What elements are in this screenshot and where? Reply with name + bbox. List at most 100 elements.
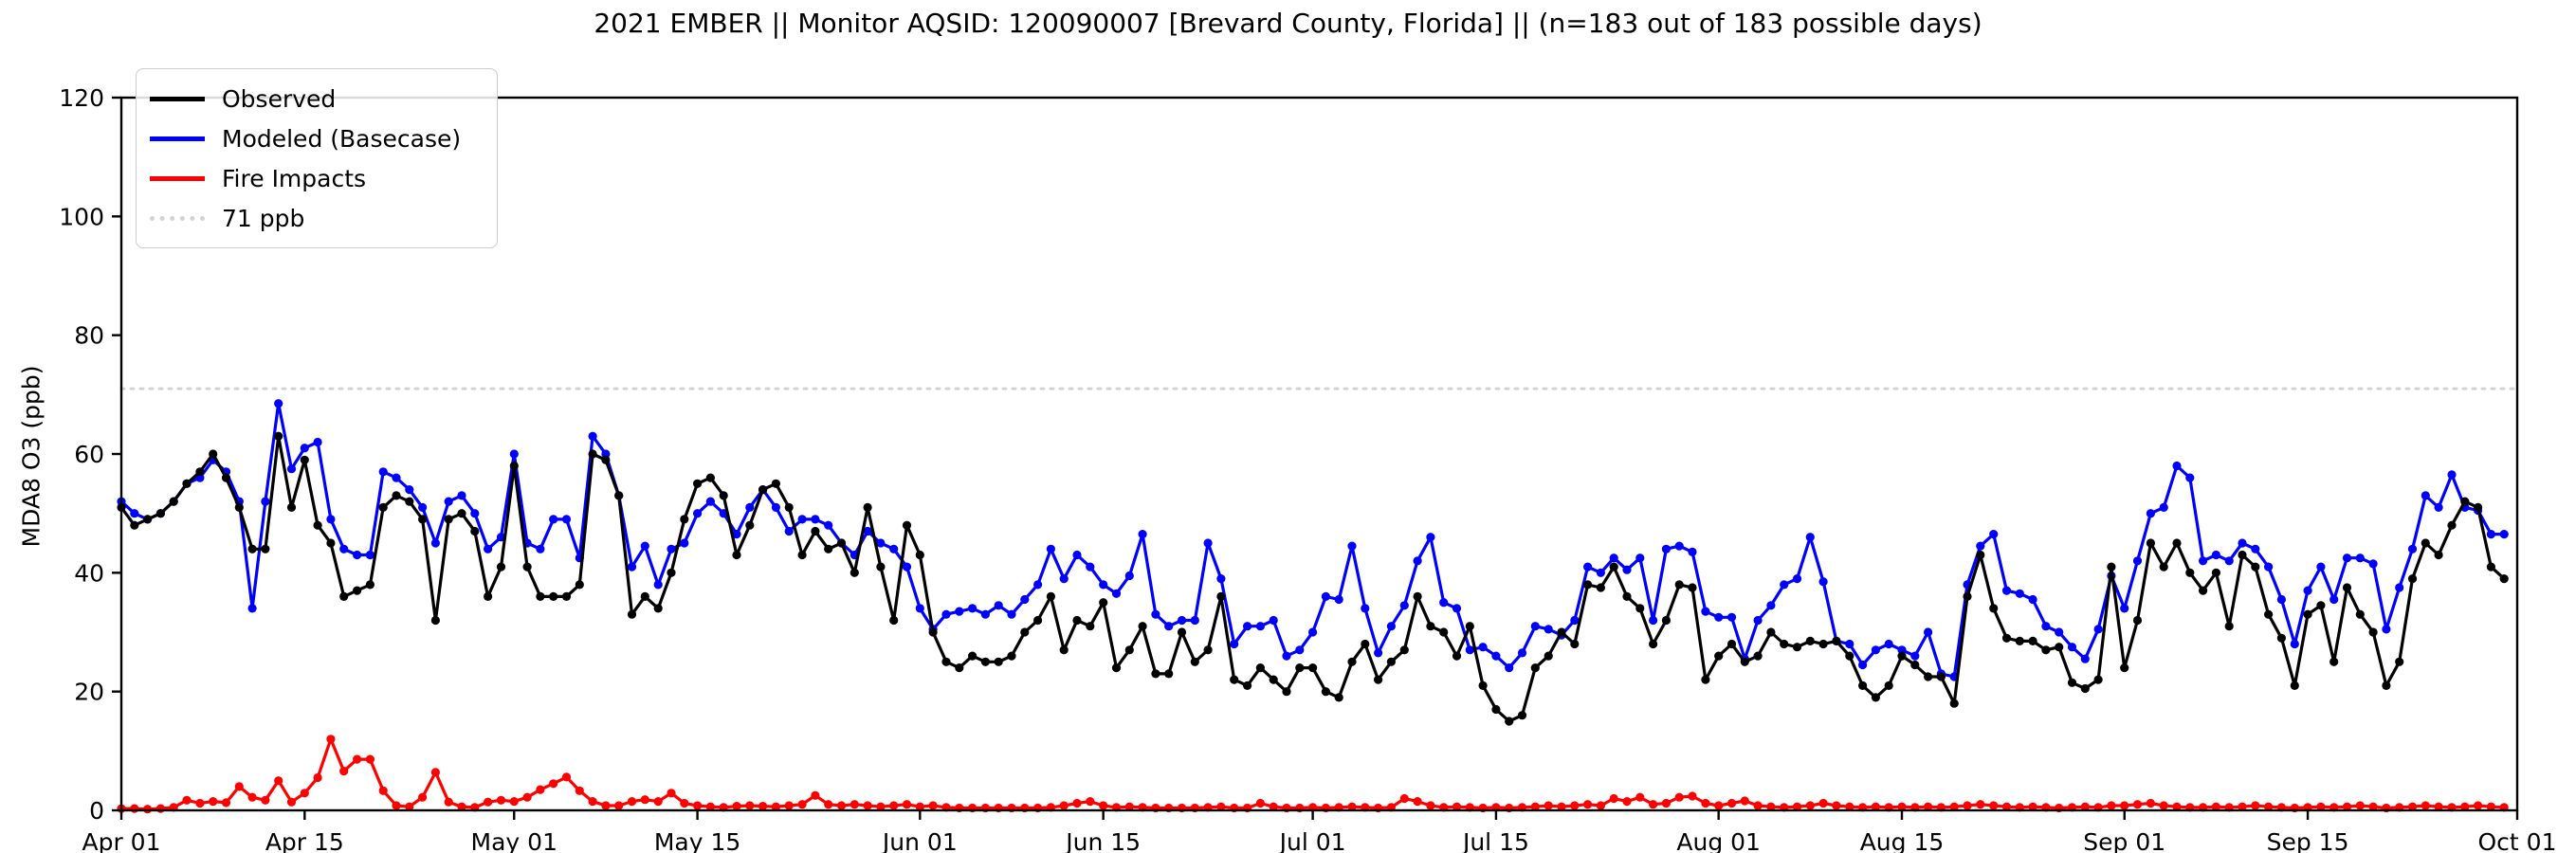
data-point xyxy=(771,802,781,811)
data-point xyxy=(824,520,833,530)
data-point xyxy=(1871,645,1880,655)
legend-label: Observed xyxy=(222,84,337,113)
data-point xyxy=(955,607,964,616)
data-point xyxy=(850,800,859,809)
data-point xyxy=(2407,544,2418,554)
data-point xyxy=(1124,645,1134,655)
data-point xyxy=(601,801,611,810)
data-point xyxy=(1491,704,1501,715)
data-point xyxy=(2211,550,2220,560)
legend-item-threshold: 71 ppb xyxy=(150,198,482,238)
data-point xyxy=(797,550,807,560)
data-point xyxy=(994,601,1003,610)
data-point xyxy=(1583,800,1593,809)
data-point xyxy=(130,804,139,813)
data-point xyxy=(797,515,807,524)
data-point xyxy=(1295,663,1305,673)
data-point xyxy=(1649,639,1658,649)
data-point xyxy=(732,530,741,539)
data-point xyxy=(221,473,231,482)
data-point xyxy=(1059,801,1069,810)
y-tick-label: 20 xyxy=(74,679,104,706)
data-point xyxy=(339,591,349,602)
data-point xyxy=(2224,622,2234,631)
data-point xyxy=(2290,681,2299,691)
data-point xyxy=(575,786,584,795)
data-point xyxy=(2132,556,2143,566)
legend-item-modeled: Modeled (Basecase) xyxy=(150,118,482,158)
data-point xyxy=(1924,802,1933,811)
data-point xyxy=(2172,802,2182,811)
data-point xyxy=(1151,669,1160,679)
data-point xyxy=(1780,639,1789,649)
data-point xyxy=(2159,801,2168,810)
data-point xyxy=(1099,580,1108,590)
data-point xyxy=(2447,470,2457,480)
data-point xyxy=(1059,574,1069,584)
data-point xyxy=(980,609,990,619)
data-point xyxy=(2107,801,2116,810)
data-point xyxy=(444,797,453,807)
data-point xyxy=(941,609,951,619)
data-point xyxy=(588,797,597,807)
chart-title: 2021 EMBER || Monitor AQSID: 120090007 [… xyxy=(594,8,1982,39)
data-point xyxy=(536,785,545,794)
data-point xyxy=(955,663,964,673)
data-point xyxy=(588,431,597,441)
y-tick-label: 0 xyxy=(89,797,104,825)
data-point xyxy=(2342,802,2352,811)
data-point xyxy=(2211,802,2220,811)
data-point xyxy=(300,789,309,798)
data-point xyxy=(1282,687,1291,697)
legend-item-observed: Observed xyxy=(150,79,482,118)
data-point xyxy=(561,515,572,524)
data-point xyxy=(640,591,649,602)
data-point xyxy=(1596,583,1605,592)
data-point xyxy=(234,782,244,791)
data-point xyxy=(155,509,165,518)
data-point xyxy=(2172,538,2182,548)
data-point xyxy=(1086,562,1095,572)
data-point xyxy=(836,538,847,548)
data-point xyxy=(2290,639,2299,649)
data-point xyxy=(182,479,192,488)
data-point xyxy=(2368,802,2378,811)
data-point xyxy=(1099,801,1108,810)
data-point xyxy=(339,767,349,776)
data-point xyxy=(1688,547,1697,557)
data-point xyxy=(1361,604,1370,613)
data-point xyxy=(2120,663,2129,673)
data-point xyxy=(1426,801,1435,810)
data-point xyxy=(1386,622,1396,631)
y-tick-label: 100 xyxy=(59,203,104,230)
data-point xyxy=(2199,556,2208,566)
data-point xyxy=(483,544,493,554)
data-point xyxy=(378,786,388,795)
data-point xyxy=(1805,801,1815,810)
data-point xyxy=(705,497,716,506)
data-point xyxy=(2316,802,2326,811)
data-point xyxy=(2132,615,2143,626)
data-point xyxy=(536,544,545,554)
data-point xyxy=(247,604,257,613)
data-point xyxy=(1086,797,1095,807)
data-point xyxy=(575,580,584,590)
data-point xyxy=(536,591,545,602)
data-point xyxy=(824,544,833,554)
data-point xyxy=(1858,681,1868,691)
data-point xyxy=(876,802,886,811)
data-point xyxy=(1622,591,1632,602)
data-point xyxy=(509,449,519,459)
data-point xyxy=(1963,591,1972,602)
data-point xyxy=(444,515,453,524)
data-point xyxy=(614,491,624,500)
data-point xyxy=(509,797,519,807)
data-point xyxy=(1845,802,1854,811)
data-point xyxy=(2067,643,2077,652)
data-point xyxy=(405,484,414,495)
data-point xyxy=(1321,687,1330,697)
data-point xyxy=(680,515,689,524)
data-point xyxy=(247,544,257,554)
data-point xyxy=(2264,609,2274,619)
data-point xyxy=(1046,591,1055,602)
